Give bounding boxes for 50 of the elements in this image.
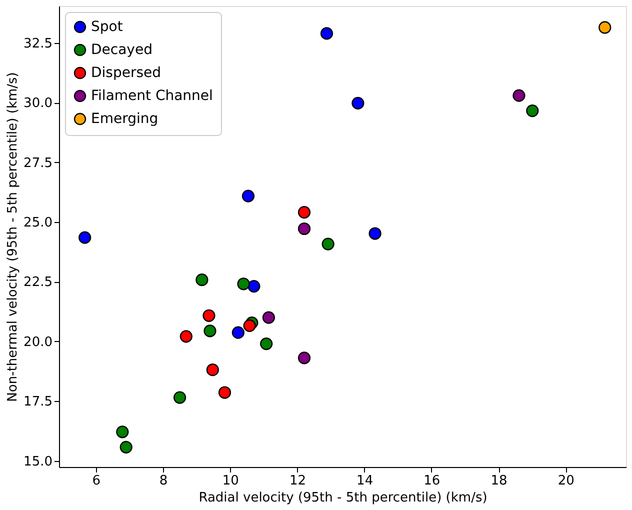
point xyxy=(242,190,255,202)
point xyxy=(116,426,129,438)
point xyxy=(204,324,216,338)
y-tick-label: 22.5 xyxy=(24,275,52,290)
x-tick-label: 6 xyxy=(92,474,101,488)
point xyxy=(173,391,186,404)
point xyxy=(298,352,311,364)
point xyxy=(196,274,208,286)
point xyxy=(248,280,260,293)
point xyxy=(298,222,311,236)
point xyxy=(320,27,334,40)
y-tick-label: 32.5 xyxy=(24,36,52,52)
y-tick-label: 20.0 xyxy=(24,334,52,350)
point xyxy=(368,227,382,240)
legend-label: Decayed xyxy=(91,42,152,58)
x-tick-label: 14 xyxy=(356,474,374,488)
point xyxy=(260,338,273,350)
point xyxy=(352,96,364,110)
legend-label: Emerging xyxy=(91,111,158,127)
point xyxy=(232,326,244,339)
y-axis-title: Non-thermal velocity (95th - 5th percentile) (km/s) xyxy=(6,72,21,402)
x-tick-label: 10 xyxy=(222,474,239,488)
point xyxy=(180,330,192,343)
x-tick-label: 18 xyxy=(490,474,508,488)
point xyxy=(218,386,232,399)
point xyxy=(262,311,275,324)
point xyxy=(526,104,539,118)
legend-label: Spot xyxy=(91,19,124,35)
x-tick-label: 12 xyxy=(289,474,306,488)
y-tick-label: 15.0 xyxy=(24,454,52,470)
x-tick-label: 20 xyxy=(558,474,574,488)
y-tick-label: 25.0 xyxy=(24,216,52,231)
y-tick-label: 30.0 xyxy=(24,96,52,112)
y-tick-label: 17.5 xyxy=(24,394,52,410)
x-axis-title: Radial velocity (95th - 5th percentile) (km/s) xyxy=(198,490,488,506)
point xyxy=(237,278,250,290)
point xyxy=(202,309,216,322)
legend-label: Filament Channel xyxy=(91,88,213,104)
point xyxy=(598,21,612,34)
point xyxy=(206,364,219,376)
point xyxy=(298,206,311,219)
x-tick-label: 8 xyxy=(159,474,168,488)
y-tick-label: 27.5 xyxy=(24,156,52,171)
legend-label: Dispersed xyxy=(91,65,162,81)
point xyxy=(512,89,526,102)
x-tick-label: 16 xyxy=(424,474,440,488)
point xyxy=(120,440,132,454)
point xyxy=(243,319,256,332)
point xyxy=(78,231,92,244)
point xyxy=(322,238,334,250)
